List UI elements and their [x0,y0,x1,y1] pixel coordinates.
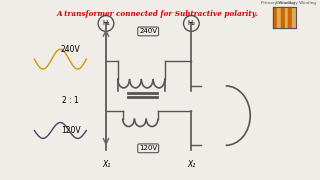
Bar [289,7,292,28]
Bar [277,7,280,28]
Text: 240V: 240V [61,45,81,54]
Bar [292,7,295,28]
Text: X₂: X₂ [187,160,196,169]
Text: H₂: H₂ [187,21,196,26]
Text: 240V: 240V [139,28,157,34]
Text: 2 : 1: 2 : 1 [62,96,79,105]
Text: Primary Winding: Primary Winding [261,1,295,5]
Text: H₁: H₁ [102,21,110,26]
Text: 120V: 120V [61,126,80,135]
Bar [273,7,276,28]
Bar [284,7,287,28]
Text: 120V: 120V [139,145,157,151]
Bar [281,7,284,28]
Text: Secondary Winding: Secondary Winding [276,1,316,5]
Text: A transformer connected for Subtractive polarity.: A transformer connected for Subtractive … [56,10,258,18]
Text: X₁: X₁ [102,160,110,169]
